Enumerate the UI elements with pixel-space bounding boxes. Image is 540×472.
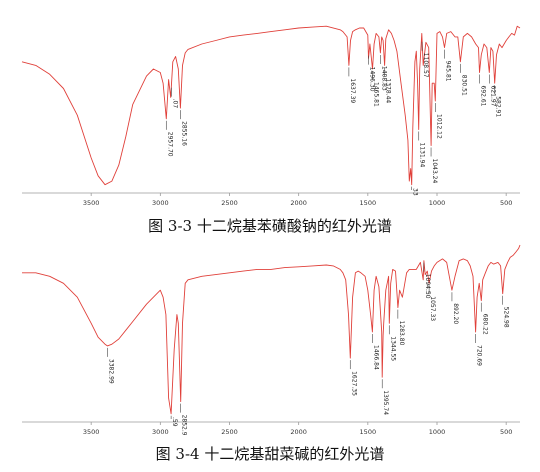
peak-label: 1408.83 xyxy=(380,66,387,91)
peak-label: 524.98 xyxy=(503,307,510,328)
peak-label: 2855.16 xyxy=(180,121,187,146)
peak-label: 1466.84 xyxy=(372,345,379,370)
peak-label: 1094.50 xyxy=(424,274,431,299)
x-tick-label: 1000 xyxy=(429,199,446,205)
ir-spectrum-plot-1: 350030002500200015001000500波数 (cm-1)2957… xyxy=(21,25,521,205)
peak-label: 2957.70 xyxy=(166,132,173,157)
x-tick-label: 3500 xyxy=(83,199,100,205)
peak-label: 680.22 xyxy=(481,314,488,335)
ir-spectrum-plot-2: 350030002500200015001000500波数 (cm-1)3382… xyxy=(22,244,521,435)
peak-label: .59 xyxy=(171,417,178,427)
peak-label: 1378.44 xyxy=(385,78,392,103)
peak-label: 1627.35 xyxy=(350,371,357,396)
x-tick-label: 2000 xyxy=(290,199,307,205)
x-tick-label: 2000 xyxy=(290,428,307,435)
ir-spectrum-chart-1: 350030002500200015001000500波数 (cm-1)2957… xyxy=(0,0,540,205)
peak-label: 1496.30 xyxy=(368,67,375,92)
x-tick-label: 2500 xyxy=(221,199,238,205)
peak-label: 621.97 xyxy=(489,86,496,107)
x-tick-label: 3000 xyxy=(152,199,169,205)
x-tick-label: 3000 xyxy=(152,428,169,435)
peak-label: 945.81 xyxy=(445,61,452,82)
peak-label: 1108.57 xyxy=(422,53,429,78)
peak-label: 3382.99 xyxy=(107,359,114,384)
x-tick-label: 1500 xyxy=(360,199,377,205)
x-tick-label: 500 xyxy=(500,428,512,435)
peak-label: 582.91 xyxy=(495,96,502,117)
peak-label: 1057.33 xyxy=(429,296,436,321)
peak-label: 892.20 xyxy=(452,303,459,324)
x-tick-label: 1000 xyxy=(429,428,446,435)
ir-spectrum-chart-2: 350030002500200015001000500波数 (cm-1)3382… xyxy=(0,237,540,435)
peak-label: 1131.94 xyxy=(419,143,426,168)
peak-label: 1395.74 xyxy=(382,390,389,415)
peak-label: 720.69 xyxy=(476,345,483,366)
peak-label: 1043.24 xyxy=(431,159,438,184)
peak-label: 1637.39 xyxy=(349,78,356,103)
spectrum-line xyxy=(21,25,521,186)
x-tick-label: 2500 xyxy=(221,428,238,435)
peak-label: .07 xyxy=(171,99,178,109)
peak-label: 2852.90 xyxy=(181,415,188,435)
peak-label: 1465.81 xyxy=(373,82,380,107)
peak-label: 33 xyxy=(412,188,419,196)
peak-label: 830.51 xyxy=(460,75,467,96)
peak-label: 1283.80 xyxy=(398,321,405,346)
x-tick-label: 500 xyxy=(500,199,512,205)
peak-label: 1344.55 xyxy=(389,336,396,361)
spectrum-line xyxy=(22,244,521,415)
peak-label: 1012.12 xyxy=(435,114,442,139)
peak-label: 692.61 xyxy=(480,86,487,107)
chart-1-caption: 图 3-3 十二烷基苯磺酸钠的红外光谱 xyxy=(148,217,392,235)
chart-2-caption: 图 3-4 十二烷基甜菜碱的红外光谱 xyxy=(155,445,385,463)
x-tick-label: 1500 xyxy=(360,428,377,435)
x-tick-label: 3500 xyxy=(83,428,100,435)
